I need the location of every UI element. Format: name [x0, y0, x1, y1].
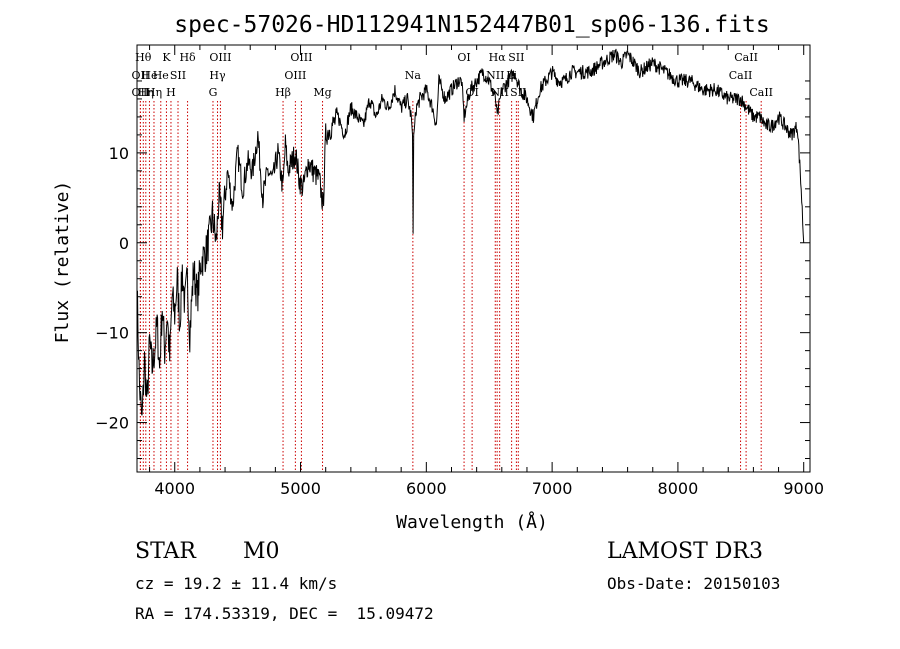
- y-tick-label-1: −10: [95, 324, 129, 343]
- spectral-line-labels: OII OII Hθ Hη He Hη He K H SII Hδ G Hγ OIII Hβ OIII OIII…: [132, 51, 773, 99]
- spectral-line-label-13: OIII: [209, 51, 231, 64]
- y-tick-label-0: −20: [95, 414, 129, 433]
- y-tick-label-2: 0: [119, 234, 129, 253]
- spectral-line-label-3: Hη: [138, 86, 154, 99]
- object-subclass: M0: [243, 539, 280, 564]
- x-axis-label: Wavelength (Å): [396, 511, 548, 533]
- spectral-line-label-2: Hθ: [135, 51, 152, 64]
- spectral-line-label-29: CaII: [749, 86, 773, 99]
- x-tick-label-5: 9000: [783, 479, 824, 498]
- observation-date: Obs-Date: 20150103: [607, 574, 781, 593]
- x-axis: 4000 5000 6000 7000 8000 9000: [149, 45, 824, 498]
- spectral-line-label-28: CaII: [734, 51, 758, 64]
- spectrum-trace: [136, 48, 805, 416]
- survey-name: LAMOST DR3: [607, 539, 763, 564]
- coordinates: RA = 174.53319, DEC = 15.09472: [135, 604, 434, 623]
- spectral-line-label-6: He: [153, 69, 169, 82]
- spectral-line-label-5: Hη: [146, 86, 162, 99]
- spectral-line-label-22: Hα: [489, 51, 507, 64]
- spectral-line-label-25: SII: [508, 51, 524, 64]
- spectral-line-label-4: He: [141, 69, 157, 82]
- x-tick-label-3: 7000: [532, 479, 573, 498]
- spectral-line-label-11: G: [209, 86, 218, 99]
- spectral-line-label-14: Hβ: [275, 86, 291, 99]
- spectral-lines: [139, 101, 762, 472]
- spectral-line-label-21: NII: [486, 69, 504, 82]
- x-tick-label-2: 6000: [406, 479, 447, 498]
- spectral-line-label-9: SII: [170, 69, 186, 82]
- spectral-line-label-16: OIII: [290, 51, 312, 64]
- spectral-line-label-17: Mg: [313, 86, 331, 99]
- x-tick-label-0: 4000: [154, 479, 195, 498]
- object-class: STAR: [135, 539, 196, 564]
- y-axis-label: Flux (relative): [52, 181, 73, 344]
- spectral-line-label-1: OII: [132, 86, 150, 99]
- plot-frame: [136, 44, 811, 473]
- x-tick-label-1: 5000: [280, 479, 321, 498]
- spectral-line-label-7: K: [162, 51, 171, 64]
- redshift-value: cz = 19.2 ± 11.4 km/s: [135, 574, 338, 593]
- spectral-line-label-18: Na: [405, 69, 422, 82]
- spectral-line-label-0: OII: [132, 69, 150, 82]
- spectral-line-label-10: Hδ: [179, 51, 196, 64]
- x-tick-label-4: 8000: [658, 479, 699, 498]
- spectral-line-label-27: CaII: [729, 69, 753, 82]
- spectral-line-label-12: Hγ: [209, 69, 226, 82]
- chart-title: spec-57026-HD112941N152447B01_sp06-136.f…: [174, 12, 769, 38]
- spectral-line-label-8: H: [166, 86, 176, 99]
- spectral-line-label-15: OIII: [284, 69, 306, 82]
- y-tick-label-3: 10: [109, 144, 129, 163]
- spectral-line-label-19: OI: [457, 51, 470, 64]
- y-axis: −20 −10 0 10: [95, 80, 810, 460]
